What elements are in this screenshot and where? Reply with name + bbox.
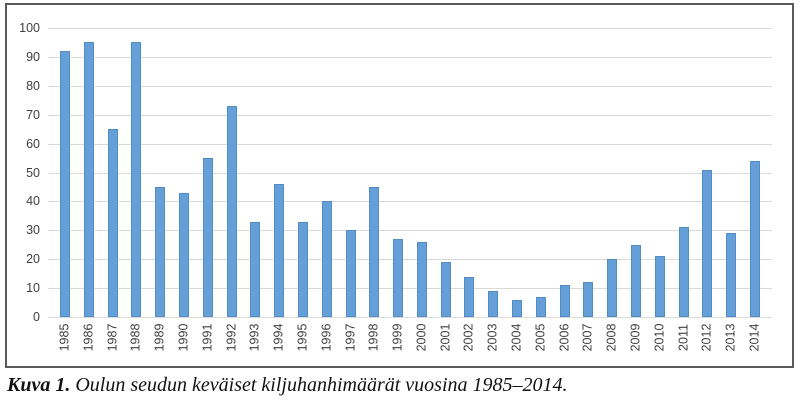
y-tick-label-20: 20 (26, 252, 40, 267)
bar-1985 (60, 51, 70, 317)
gridline-90 (48, 56, 772, 58)
x-tick-label-1997: 1997 (343, 323, 358, 352)
y-tick-label-30: 30 (26, 223, 40, 238)
x-tick-label-2004: 2004 (509, 323, 524, 352)
x-tick-label-2010: 2010 (652, 323, 667, 352)
plot-area (48, 28, 772, 318)
chart-frame: 0 10 20 30 40 50 60 70 80 90 100 1985 1986 1987 1988 1… (5, 3, 794, 368)
x-tick-label-2012: 2012 (699, 323, 714, 352)
x-tick-label-1993: 1993 (247, 323, 262, 352)
x-tick-label-2005: 2005 (533, 323, 548, 352)
x-tick-label-1989: 1989 (152, 323, 167, 352)
gridline-30 (48, 230, 772, 232)
x-tick-label-1994: 1994 (271, 323, 286, 352)
gridline-60 (48, 143, 772, 145)
x-tick-label-2000: 2000 (414, 323, 429, 352)
y-tick-label-0: 0 (33, 310, 40, 324)
gridline-20 (48, 259, 772, 261)
bar-1986 (83, 42, 94, 317)
gridline-10 (48, 288, 772, 290)
y-tick-label-100: 100 (19, 21, 40, 35)
x-tick-label-2003: 2003 (485, 323, 500, 352)
y-tick-label-80: 80 (26, 78, 40, 93)
bar-1994 (274, 184, 285, 317)
bar-1993 (250, 221, 261, 317)
y-tick-label-60: 60 (26, 136, 40, 151)
bar-2012 (702, 169, 713, 317)
bar-1995 (297, 221, 308, 317)
gridline-50 (48, 172, 772, 174)
x-tick-label-1988: 1988 (128, 323, 143, 352)
figure-caption: Kuva 1. Oulun seudun keväiset kiljuhanhi… (7, 374, 793, 397)
bar-2008 (607, 259, 618, 317)
bar-2002 (464, 276, 475, 317)
x-tick-label-2002: 2002 (461, 323, 476, 352)
bar-1988 (131, 42, 142, 317)
x-tick-label-2006: 2006 (557, 323, 572, 352)
bar-2003 (488, 291, 499, 317)
x-tick-label-2011: 2011 (676, 324, 691, 351)
x-tick-label-2007: 2007 (580, 323, 595, 352)
x-tick-label-2001: 2001 (438, 323, 453, 352)
bar-2009 (631, 244, 642, 317)
y-tick-label-70: 70 (26, 107, 40, 122)
bar-2011 (678, 227, 689, 317)
bar-2006 (559, 285, 570, 317)
gridline-70 (48, 114, 772, 116)
x-tick-label-1991: 1991 (200, 323, 215, 352)
x-tick-label-2008: 2008 (604, 323, 619, 352)
bar-1992 (226, 106, 237, 317)
gridline-40 (48, 201, 772, 203)
x-tick-label-1996: 1996 (319, 323, 334, 352)
bar-2005 (535, 296, 546, 317)
bar-2000 (416, 241, 427, 317)
bar-1991 (202, 158, 213, 317)
x-tick-label-2014: 2014 (747, 323, 762, 352)
gridline-100 (48, 28, 772, 29)
x-tick-label-1987: 1987 (105, 323, 120, 352)
bar-1987 (107, 129, 118, 317)
x-axis-line (48, 317, 772, 318)
x-tick-label-1986: 1986 (81, 323, 96, 352)
bar-2007 (583, 282, 594, 317)
bar-2013 (726, 233, 737, 317)
x-tick-label-2009: 2009 (628, 323, 643, 352)
y-tick-label-90: 90 (26, 49, 40, 64)
bar-1990 (178, 192, 189, 317)
bar-1989 (155, 186, 166, 317)
bar-1996 (321, 201, 332, 317)
bar-1999 (393, 238, 404, 317)
bar-1997 (345, 230, 356, 317)
bar-1998 (369, 186, 380, 317)
bar-2014 (750, 160, 760, 317)
bar-2010 (654, 256, 665, 317)
y-tick-label-40: 40 (26, 194, 40, 209)
x-tick-label-1998: 1998 (366, 323, 381, 352)
caption-label: Kuva 1. (7, 374, 71, 396)
bar-2001 (440, 262, 451, 317)
x-tick-label-1999: 1999 (390, 323, 405, 352)
bar-2004 (512, 299, 523, 317)
x-tick-label-1990: 1990 (176, 323, 191, 352)
x-tick-label-1992: 1992 (224, 323, 239, 352)
x-tick-label-2013: 2013 (723, 323, 738, 352)
gridline-80 (48, 85, 772, 87)
y-tick-label-10: 10 (26, 281, 40, 296)
x-tick-label-1995: 1995 (295, 323, 310, 352)
y-tick-label-50: 50 (26, 165, 40, 180)
x-tick-label-1985: 1985 (57, 323, 72, 352)
caption-text: Oulun seudun keväiset kiljuhanhimäärät v… (70, 374, 568, 396)
